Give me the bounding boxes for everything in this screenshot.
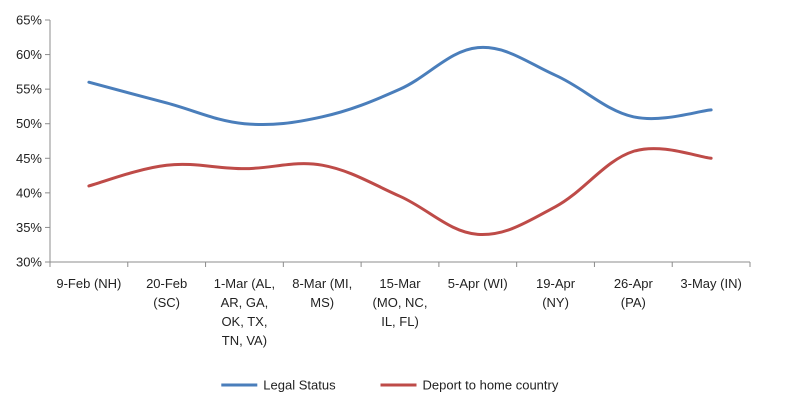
x-category-label: 19-Apr (NY) bbox=[536, 276, 576, 310]
legend-label-legal-status: Legal Status bbox=[263, 378, 336, 393]
legend: Legal Status Deport to home country bbox=[221, 378, 559, 393]
x-category-label: 8-Mar (MI, MS) bbox=[292, 276, 352, 310]
x-category-label: 20-Feb (SC) bbox=[146, 276, 187, 310]
y-tick-label: 30% bbox=[16, 255, 42, 270]
x-category-label: 15-Mar (MO, NC, IL, FL) bbox=[373, 276, 428, 329]
x-category-label: 9-Feb (NH) bbox=[56, 276, 121, 291]
y-tick-label: 40% bbox=[16, 185, 42, 200]
x-category-label: 5-Apr (WI) bbox=[448, 276, 508, 291]
series-line-deport-to-home-country bbox=[87, 147, 713, 236]
axes bbox=[49, 20, 750, 263]
y-tick-label: 55% bbox=[16, 82, 42, 97]
y-tick-label: 45% bbox=[16, 151, 42, 166]
y-tick-label: 65% bbox=[16, 13, 42, 28]
x-axis-categories: 9-Feb (NH) 20-Feb (SC) 1-Mar (AL, AR, GA, OK,… bbox=[49, 262, 751, 348]
x-category-label: 1-Mar (AL, AR, GA, OK, TX, TN, VA) bbox=[214, 276, 275, 348]
y-axis-ticks: 30% 35% 40% 45% 50% 55% 60% 65% bbox=[16, 13, 50, 270]
series-lines bbox=[87, 45, 713, 236]
y-tick-label: 50% bbox=[16, 116, 42, 131]
x-category-label: 3-May (IN) bbox=[680, 276, 741, 291]
y-tick-label: 35% bbox=[16, 220, 42, 235]
legend-label-deport-to-home-country: Deport to home country bbox=[423, 378, 559, 393]
x-category-label: 26-Apr (PA) bbox=[614, 276, 654, 310]
y-tick-label: 60% bbox=[16, 47, 42, 62]
series-line-legal-status bbox=[87, 45, 713, 127]
